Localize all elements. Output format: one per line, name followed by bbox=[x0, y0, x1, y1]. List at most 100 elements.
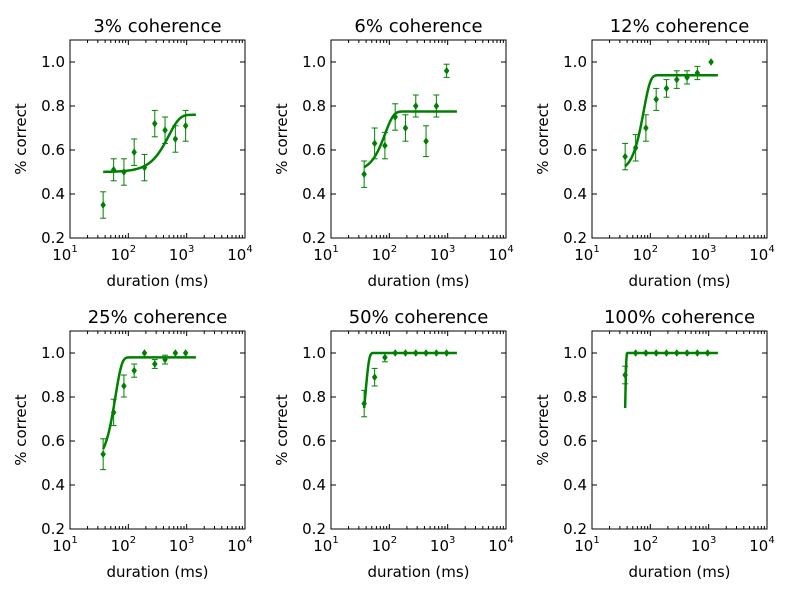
x-tick-label: 104 bbox=[749, 535, 774, 555]
fit-curve bbox=[102, 356, 196, 450]
data-point bbox=[131, 148, 137, 157]
panel-title: 3% coherence bbox=[93, 16, 221, 37]
panel-3: 12% coherence 0.2 0.4 0.6 0.8 1.0 101 102 103 104… bbox=[534, 16, 775, 290]
x-tick-label: 102 bbox=[372, 244, 397, 264]
y-axis-label: % correct bbox=[12, 103, 30, 175]
y-tick-label: 0.4 bbox=[302, 476, 326, 494]
data-point bbox=[131, 366, 137, 375]
y-tick-label: 0.8 bbox=[41, 388, 65, 406]
panel-title: 6% coherence bbox=[354, 16, 482, 37]
panel-title: 100% coherence bbox=[604, 307, 755, 328]
y-tick-label: 0.2 bbox=[302, 229, 326, 247]
data-point bbox=[663, 84, 670, 93]
x-tick-label: 101 bbox=[313, 535, 338, 555]
x-axis-label: duration (ms) bbox=[628, 272, 730, 290]
panel-5: 50% coherence 0.2 0.4 0.6 0.8 1.0 101 102 103 104… bbox=[273, 307, 514, 581]
y-tick-label: 0.8 bbox=[302, 388, 326, 406]
data-point bbox=[684, 349, 690, 357]
panel-1: 3% coherence 0.2 0.4 0.6 0.8 1.0 101 102 103 104 d… bbox=[12, 16, 253, 290]
x-tick-label: 101 bbox=[52, 244, 77, 264]
fit-curve bbox=[623, 351, 718, 409]
x-tick-label: 104 bbox=[749, 244, 774, 264]
data-point bbox=[151, 119, 158, 128]
x-tick-label: 103 bbox=[430, 244, 455, 264]
panel-title: 25% coherence bbox=[88, 307, 228, 328]
y-tick-label: 1.0 bbox=[302, 344, 326, 362]
y-axis-label: % correct bbox=[12, 394, 30, 466]
data-point bbox=[433, 102, 440, 110]
y-axis-label: % correct bbox=[534, 394, 552, 466]
panel-title: 12% coherence bbox=[610, 16, 750, 37]
y-tick-label: 0.4 bbox=[563, 185, 587, 203]
data-point bbox=[100, 201, 106, 209]
data-point bbox=[402, 349, 409, 357]
data-point bbox=[162, 355, 168, 364]
data-point bbox=[622, 371, 628, 379]
y-tick-label: 1.0 bbox=[41, 344, 65, 362]
data-point bbox=[402, 124, 409, 132]
data-point bbox=[673, 75, 680, 84]
x-tick-label: 103 bbox=[169, 244, 194, 264]
y-tick-label: 0.2 bbox=[302, 520, 326, 538]
data-point bbox=[392, 113, 398, 121]
y-tick-label: 0.4 bbox=[563, 476, 587, 494]
x-tick-label: 103 bbox=[430, 535, 455, 555]
y-tick-label: 1.0 bbox=[563, 53, 587, 71]
data-point bbox=[632, 143, 639, 152]
data-point bbox=[371, 373, 378, 382]
x-axis-label: duration (ms) bbox=[628, 563, 730, 581]
data-point bbox=[653, 349, 659, 357]
y-tick-label: 0.8 bbox=[563, 388, 587, 406]
data-point bbox=[141, 349, 148, 357]
x-tick-label: 104 bbox=[227, 244, 252, 264]
y-tick-label: 0.2 bbox=[563, 520, 587, 538]
data-point bbox=[632, 349, 639, 357]
data-point bbox=[392, 349, 398, 357]
y-tick-label: 0.6 bbox=[563, 141, 587, 159]
x-tick-label: 102 bbox=[111, 244, 136, 264]
x-tick-label: 104 bbox=[227, 535, 252, 555]
data-point bbox=[663, 349, 670, 357]
y-axis-label: % correct bbox=[534, 103, 552, 175]
fit-curve bbox=[363, 110, 457, 169]
data-point bbox=[110, 165, 117, 174]
y-axis-label: % correct bbox=[273, 103, 291, 175]
plot-area-frame bbox=[330, 39, 507, 239]
y-tick-label: 0.6 bbox=[302, 141, 326, 159]
fit-curve bbox=[362, 351, 457, 409]
data-point bbox=[121, 168, 127, 176]
data-point bbox=[121, 382, 127, 390]
y-tick-label: 0.4 bbox=[41, 185, 65, 203]
data-point bbox=[100, 450, 106, 459]
data-point bbox=[151, 360, 158, 368]
data-point bbox=[622, 152, 628, 161]
y-tick-label: 0.8 bbox=[41, 97, 65, 115]
data-point bbox=[443, 66, 450, 75]
data-point bbox=[162, 126, 168, 135]
plot-area-frame bbox=[330, 330, 507, 530]
x-tick-label: 104 bbox=[488, 244, 513, 264]
y-tick-label: 0.2 bbox=[563, 229, 587, 247]
data-point bbox=[653, 95, 659, 104]
x-tick-label: 101 bbox=[52, 535, 77, 555]
x-tick-label: 102 bbox=[633, 535, 658, 555]
y-tick-label: 0.8 bbox=[302, 97, 326, 115]
y-tick-label: 0.2 bbox=[41, 229, 65, 247]
data-point bbox=[361, 399, 367, 408]
y-tick-label: 1.0 bbox=[302, 53, 326, 71]
x-tick-label: 102 bbox=[372, 535, 397, 555]
panel-4: 25% coherence 0.2 0.4 0.6 0.8 1.0 101 102 103 104… bbox=[12, 307, 253, 581]
data-point bbox=[708, 58, 714, 66]
plot-area-frame bbox=[591, 330, 768, 530]
fit-curve bbox=[624, 73, 718, 168]
plot-area-frame bbox=[69, 330, 246, 530]
plot-area-frame bbox=[69, 39, 246, 239]
y-tick-label: 0.6 bbox=[41, 432, 65, 450]
data-point bbox=[643, 124, 649, 132]
data-point bbox=[182, 349, 189, 357]
data-point bbox=[694, 349, 701, 357]
y-axis-label: % correct bbox=[273, 394, 291, 466]
x-tick-label: 102 bbox=[633, 244, 658, 264]
data-point bbox=[361, 170, 367, 179]
